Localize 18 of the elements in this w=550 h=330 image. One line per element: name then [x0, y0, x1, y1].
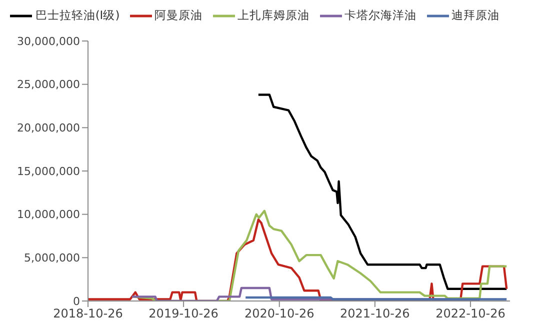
legend-label: 迪拜原油: [452, 8, 500, 23]
x-tick-label: 2019-10-26: [148, 306, 218, 321]
y-tick-label: 15,000,000: [17, 164, 80, 178]
y-tick-label: 20,000,000: [17, 122, 80, 135]
x-tick-label: 2022-10-26: [436, 306, 506, 321]
y-tick-label: 25,000,000: [17, 78, 80, 92]
legend-label: 阿曼原油: [154, 8, 203, 23]
y-tick-label: 10,000,000: [17, 208, 80, 222]
y-tick-label: 30,000,000: [17, 34, 80, 48]
line-series: [257, 94, 508, 290]
legend-label: 巴士拉轻油(Ⅰ级): [35, 8, 120, 23]
y-tick-label: 0: [73, 294, 80, 308]
legend-label: 上扎库姆原油: [238, 8, 310, 23]
y-tick-label: 5,000,000: [24, 252, 80, 265]
x-tick-label: 2021-10-26: [340, 306, 410, 321]
x-tick-label: 2018-10-26: [53, 306, 123, 321]
legend-label: 卡塔尔海洋油: [344, 8, 417, 23]
x-tick-label: 2020-10-26: [244, 306, 314, 321]
